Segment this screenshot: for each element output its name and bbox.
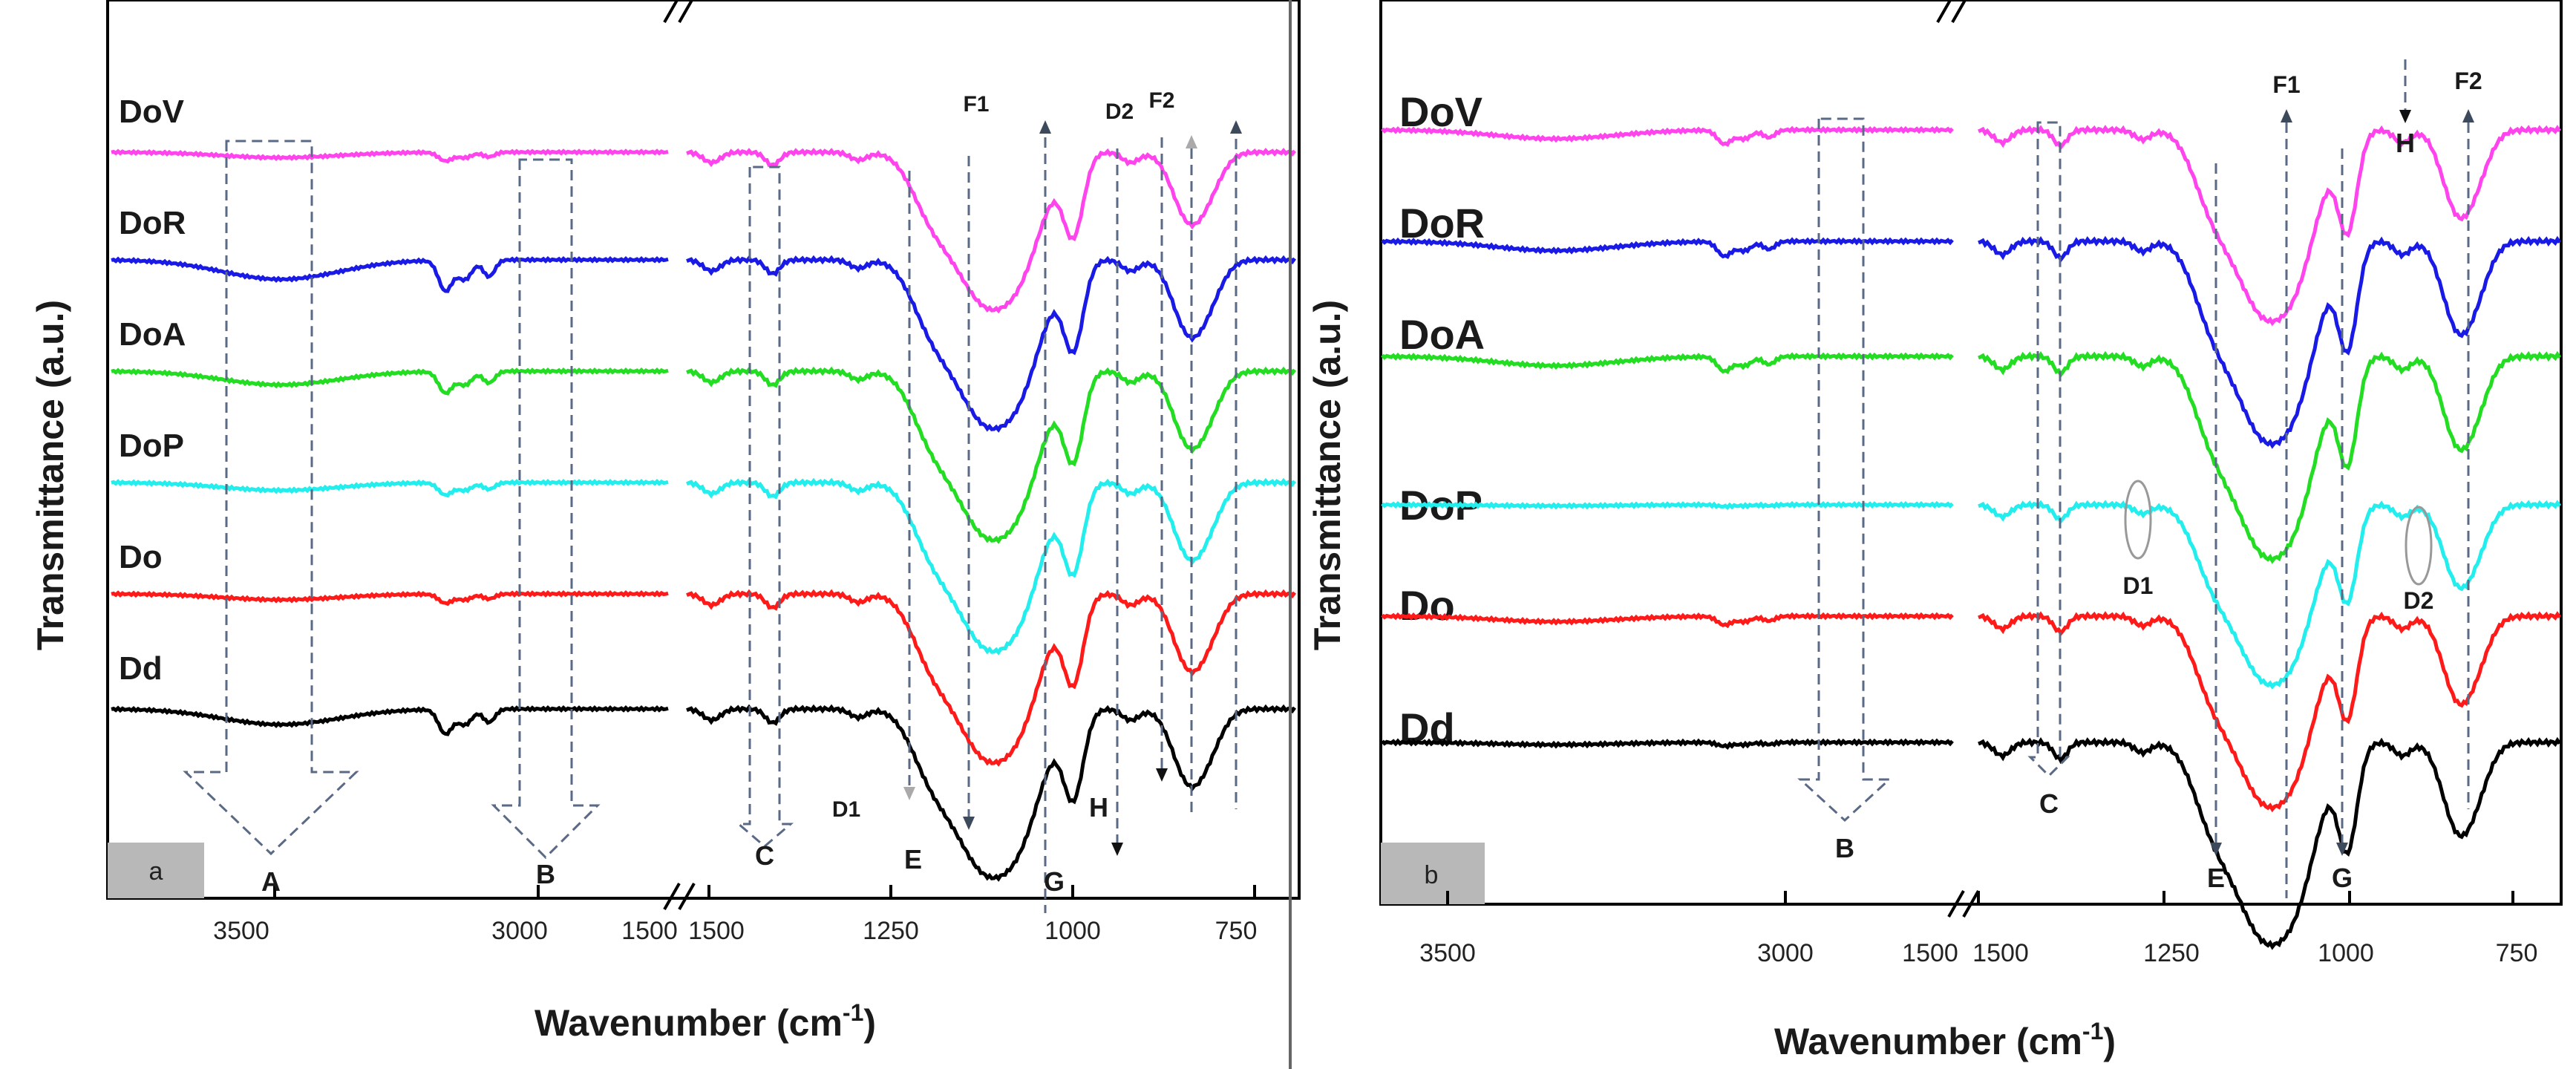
panel-a-tick-750: 750 — [1215, 917, 1258, 945]
panel-a-arrow-g — [1111, 843, 1123, 856]
panel-a-tick-3500: 3500 — [213, 917, 269, 945]
panel-a-top-break — [663, 0, 694, 23]
panel-b-tick-1500-left: 1500 — [1902, 939, 1958, 967]
panel-b-x-ticks — [1446, 891, 2514, 904]
panel-b-label-box — [1381, 843, 1485, 904]
panel-a-series-dop — [111, 477, 1297, 656]
panel-b-label-d1: D1 — [2123, 572, 2154, 599]
panel-a-label-a: A — [261, 866, 281, 897]
panel-b-tick-1250: 1250 — [2143, 939, 2200, 967]
panel-b-series-dor — [1381, 235, 2562, 449]
panel-b-series-dd — [1381, 736, 2562, 950]
panel-b-label-f1: F1 — [2272, 71, 2300, 98]
panel-b-y-title: Transmittance (a.u.) — [1307, 300, 1348, 650]
panel-b-tick-1500: 1500 — [1972, 939, 2029, 967]
panel-a-name-doa: DoA — [119, 316, 186, 353]
panel-b-top-break — [1936, 0, 1967, 23]
panel-b-tick-750: 750 — [2496, 939, 2538, 967]
panel-b-label: b — [1425, 861, 1439, 889]
panel-a-label-c: C — [755, 840, 774, 871]
panel-a-tick-3000: 3000 — [491, 917, 548, 945]
panel-b-series-do — [1381, 611, 2561, 813]
panel-a-y-title: Transmittance (a.u.) — [30, 300, 71, 650]
panel-b-arrow-e — [2210, 843, 2222, 856]
panel-b-band-arrows — [2210, 109, 2474, 856]
panel-a-series-dor — [111, 255, 1297, 433]
panel-b-x-title: Wavenumber (cm-1) — [1774, 1018, 2116, 1062]
panel-b-arrow-f2 — [2462, 109, 2474, 122]
panel-b-arrow-h — [2399, 110, 2411, 123]
panel-a-band-guides — [183, 122, 1238, 913]
panel-a-bottom-break — [663, 883, 696, 910]
panel-b-series-dov — [1381, 125, 2561, 327]
panel-a-label-box — [108, 843, 204, 898]
panel-a-tick-1250: 1250 — [863, 917, 919, 945]
panel-b-label-f2: F2 — [2454, 68, 2482, 94]
panel-b-tick-3000: 3000 — [1757, 939, 1814, 967]
panel-b-tick-3500: 3500 — [1419, 939, 1476, 967]
panel-a-label-f1: F1 — [963, 92, 989, 117]
panel-a-series-do — [111, 589, 1297, 767]
panel-a-series-dov — [111, 147, 1296, 314]
panel-a-label-e: E — [904, 844, 922, 875]
panel-b-series-dop — [1381, 500, 2561, 690]
panel-a-name-do: Do — [119, 539, 163, 575]
panel-a-name-dd: Dd — [119, 650, 163, 687]
panel-a-label-b: B — [536, 859, 555, 889]
panel-a-arrow-d2 — [1186, 135, 1197, 148]
panel-b: b 3500 3000 1500 1500 1250 1000 750 Wave… — [1307, 0, 2563, 1062]
panel-a-tick-1500: 1500 — [688, 917, 745, 945]
panel-a-x-title: Wavenumber (cm-1) — [535, 999, 876, 1044]
panel-b-label-h: H — [2396, 128, 2415, 158]
panel-b-label-c: C — [2039, 788, 2059, 819]
panel-a-band-arrows — [903, 120, 1242, 856]
panel-a-arrow-d1 — [903, 787, 915, 800]
panel-a-x-ticks — [273, 885, 1256, 898]
panel-a-series-dd — [111, 704, 1297, 882]
panel-b-band-labels: B C D1 D2 E F1 F2 G H — [1835, 68, 2482, 893]
panel-b-label-d2: D2 — [2404, 587, 2434, 614]
panel-a-band-labels: A B C D1 D2 E F1 F2 G H — [261, 88, 1175, 897]
panel-a-frame — [106, 0, 1301, 900]
panel-b-d1-ellipse — [2124, 480, 2152, 560]
panel-b-label-e: E — [2207, 863, 2225, 893]
panel-a-tick-1500-left: 1500 — [621, 917, 678, 945]
panel-a: a 3500 3000 1500 1500 1250 1000 750 Wave… — [30, 0, 1301, 1044]
panel-a-series-doa — [111, 366, 1297, 544]
panel-a-label: a — [149, 857, 163, 886]
panel-a-arrow-f2 — [1230, 120, 1242, 134]
panel-a-arrow-f1 — [1039, 120, 1051, 134]
panel-b-name-do: Do — [1399, 582, 1455, 629]
panel-b-arrow-f1 — [2281, 109, 2292, 122]
panel-a-label-f2: F2 — [1148, 88, 1174, 113]
panel-a-label-d2: D2 — [1105, 99, 1134, 124]
panel-a-tick-1000: 1000 — [1045, 917, 1101, 945]
panel-a-arrow-e — [963, 817, 975, 830]
panel-a-label-g: G — [1044, 866, 1065, 897]
panel-b-name-dov: DoV — [1399, 88, 1482, 135]
panel-a-label-d1: D1 — [832, 797, 860, 822]
panel-b-label-b: B — [1835, 833, 1854, 863]
panel-b-arrow-g — [2336, 843, 2348, 856]
panel-a-name-dov: DoV — [119, 94, 185, 130]
panel-b-bottom-break — [1947, 890, 1980, 918]
panel-b-label-g: G — [2332, 863, 2353, 893]
panel-a-label-h: H — [1089, 792, 1108, 823]
panel-b-name-doa: DoA — [1399, 311, 1485, 358]
panel-a-name-dop: DoP — [119, 428, 184, 464]
panel-a-arrow-h — [1156, 768, 1168, 782]
panel-b-d2-ellipse — [2405, 506, 2433, 586]
panel-b-series-doa — [1381, 350, 2562, 564]
panel-b-tick-1000: 1000 — [2318, 939, 2374, 967]
panel-b-band-guides — [1797, 59, 2470, 898]
panel-a-name-dor: DoR — [119, 205, 186, 241]
